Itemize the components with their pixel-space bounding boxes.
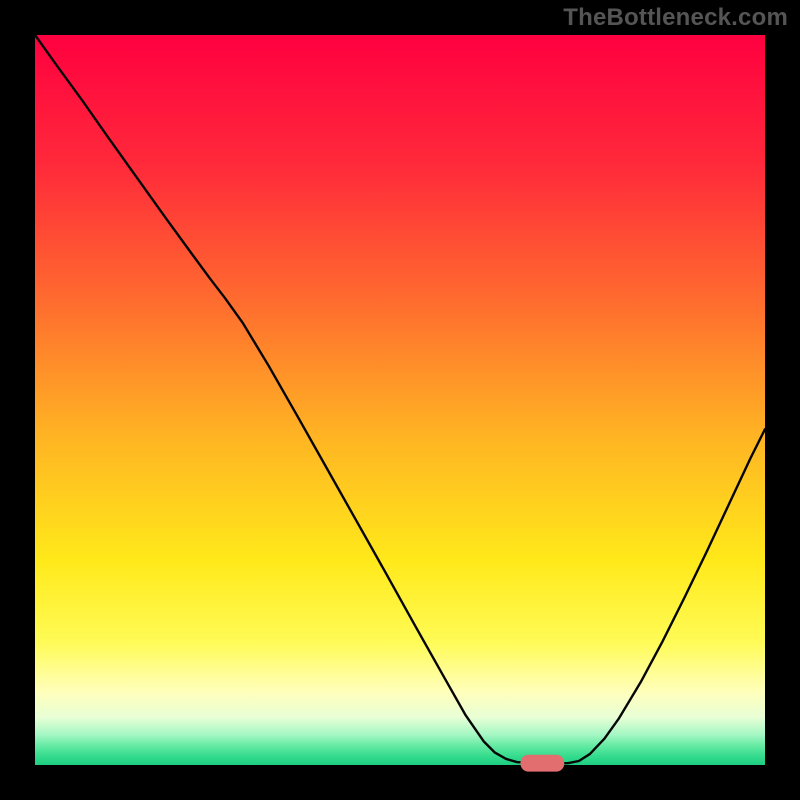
optimum-marker (520, 755, 564, 772)
watermark-text: TheBottleneck.com (563, 4, 788, 32)
chart-container: TheBottleneck.com (0, 0, 800, 800)
bottleneck-chart (0, 0, 800, 800)
